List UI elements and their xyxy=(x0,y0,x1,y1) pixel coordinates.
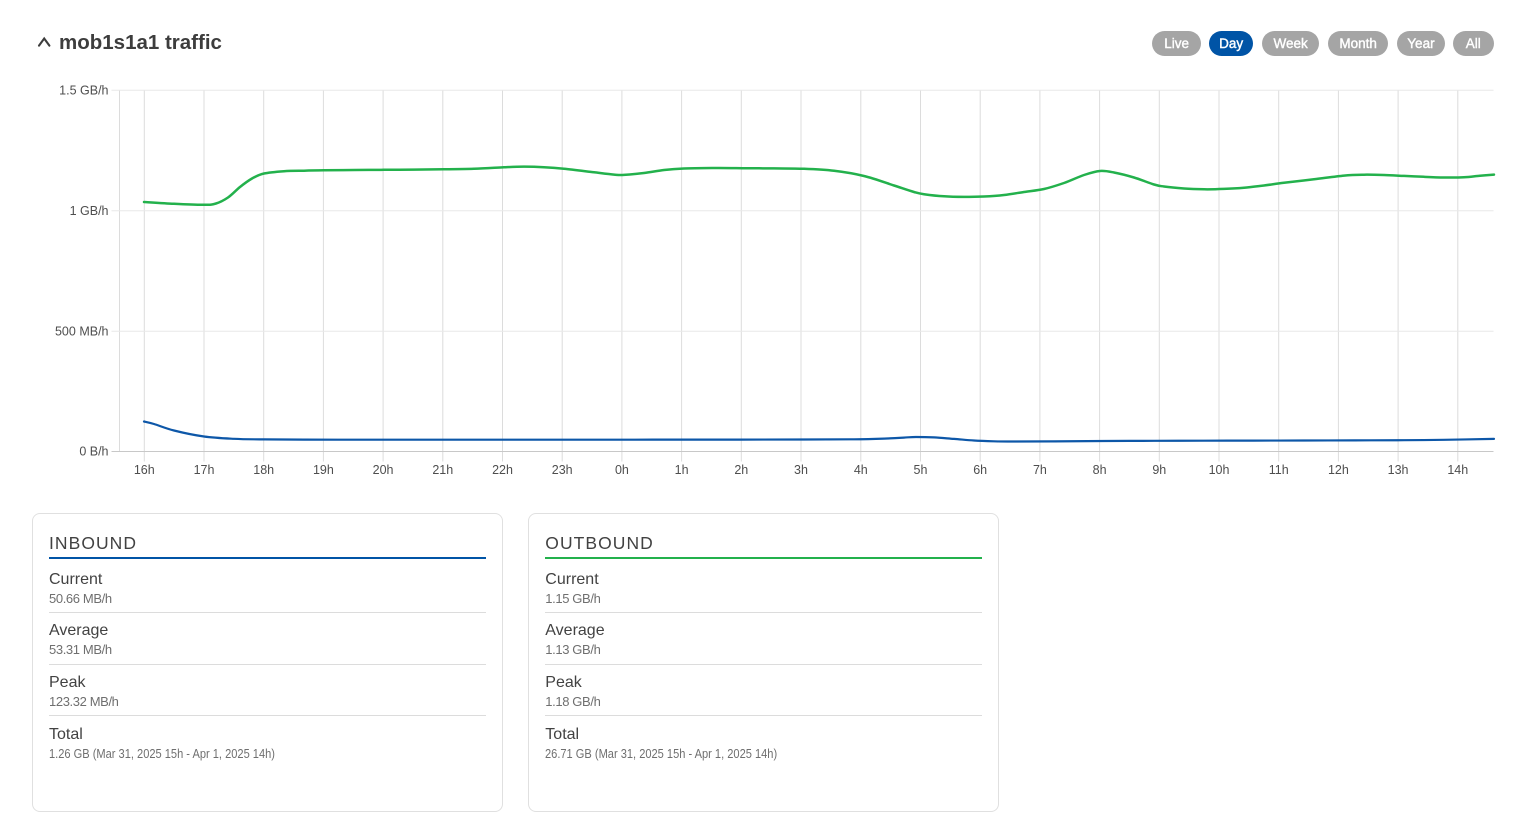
svg-text:22h: 22h xyxy=(492,463,513,477)
svg-text:0 B/h: 0 B/h xyxy=(79,445,108,459)
svg-text:13h: 13h xyxy=(1388,463,1409,477)
svg-text:17h: 17h xyxy=(194,463,215,477)
svg-text:7h: 7h xyxy=(1033,463,1047,477)
svg-text:16h: 16h xyxy=(134,463,155,477)
svg-text:9h: 9h xyxy=(1152,463,1166,477)
svg-text:23h: 23h xyxy=(552,463,573,477)
svg-text:4h: 4h xyxy=(854,463,868,477)
svg-text:1 GB/h: 1 GB/h xyxy=(70,204,109,218)
svg-text:19h: 19h xyxy=(313,463,334,477)
svg-text:18h: 18h xyxy=(253,463,274,477)
svg-text:12h: 12h xyxy=(1328,463,1349,477)
svg-text:21h: 21h xyxy=(432,463,453,477)
svg-text:3h: 3h xyxy=(794,463,808,477)
svg-text:14h: 14h xyxy=(1447,463,1468,477)
svg-text:500 MB/h: 500 MB/h xyxy=(55,325,109,339)
svg-text:11h: 11h xyxy=(1269,463,1289,477)
svg-text:10h: 10h xyxy=(1209,463,1230,477)
svg-text:5h: 5h xyxy=(914,463,928,477)
svg-text:6h: 6h xyxy=(973,463,987,477)
svg-text:8h: 8h xyxy=(1093,463,1107,477)
svg-text:2h: 2h xyxy=(734,463,748,477)
svg-text:1.5 GB/h: 1.5 GB/h xyxy=(59,84,108,98)
svg-text:1h: 1h xyxy=(675,463,689,477)
svg-text:0h: 0h xyxy=(615,463,629,477)
svg-text:20h: 20h xyxy=(373,463,394,477)
